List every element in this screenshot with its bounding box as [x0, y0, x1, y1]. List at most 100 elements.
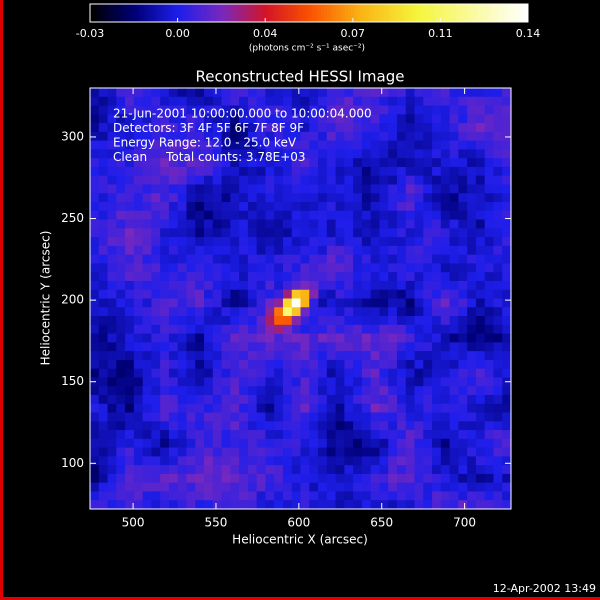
pixel — [335, 377, 345, 387]
pixel — [256, 254, 266, 264]
pixel — [168, 412, 179, 422]
pixel — [177, 175, 187, 185]
pixel — [361, 333, 372, 343]
pixel — [414, 149, 424, 159]
pixel — [335, 123, 345, 133]
pixel — [151, 386, 161, 396]
pixel — [423, 184, 433, 194]
pixel — [265, 465, 275, 475]
pixel — [344, 403, 354, 413]
pixel — [344, 158, 354, 168]
pixel — [212, 438, 222, 449]
pixel — [90, 324, 100, 334]
pixel — [247, 228, 258, 238]
pixel — [423, 175, 433, 185]
pixel — [353, 245, 363, 256]
pixel — [142, 96, 152, 106]
pixel — [90, 254, 100, 264]
pixel — [247, 245, 258, 256]
colorbar-label: (photons cm⁻² s⁻¹ asec⁻²) — [249, 44, 365, 54]
pixel — [353, 377, 363, 387]
pixel — [318, 386, 328, 396]
pixel — [405, 465, 415, 475]
pixel — [484, 438, 494, 449]
pixel — [370, 500, 380, 510]
pixel — [353, 386, 363, 396]
pixel — [221, 412, 231, 422]
colorbar-cell — [156, 4, 160, 22]
pixel — [160, 184, 170, 194]
pixel — [484, 412, 494, 422]
pixel — [405, 131, 415, 142]
plot-frame — [89, 87, 512, 510]
colorbar-cell — [117, 4, 121, 22]
pixel — [125, 202, 135, 212]
pixel — [151, 88, 161, 98]
pixel — [300, 298, 310, 308]
pixel — [475, 394, 486, 405]
pixel — [344, 96, 354, 106]
pixel — [177, 193, 187, 203]
pixel — [361, 412, 372, 422]
pixel — [274, 500, 284, 510]
pixel — [309, 421, 319, 431]
pixel — [186, 351, 196, 361]
pixel — [265, 123, 275, 133]
pixel — [388, 96, 398, 106]
pixel — [318, 237, 328, 247]
pixel — [388, 412, 398, 422]
pixel — [107, 184, 117, 194]
pixel — [247, 377, 258, 387]
pixel — [335, 456, 345, 466]
pixel — [230, 158, 240, 168]
pixel — [291, 430, 301, 440]
pixel — [116, 158, 126, 168]
pixel — [282, 166, 293, 177]
pixel — [414, 219, 424, 229]
pixel — [388, 421, 398, 431]
pixel — [326, 324, 336, 334]
pixel — [90, 175, 100, 185]
pixel — [423, 96, 433, 106]
colorbar-cell — [282, 4, 286, 22]
pixel — [256, 307, 266, 317]
pixel — [432, 438, 442, 449]
pixel — [230, 237, 240, 247]
pixel — [484, 237, 494, 247]
pixel — [142, 114, 152, 124]
colorbar-cell — [93, 4, 97, 22]
colorbar-cell — [177, 4, 181, 22]
pixel — [361, 377, 372, 387]
pixel — [291, 456, 301, 466]
pixel — [204, 394, 214, 405]
pixel — [449, 158, 459, 168]
pixel — [291, 377, 301, 387]
pixel — [291, 254, 301, 264]
pixel — [98, 333, 108, 343]
pixel — [168, 447, 179, 457]
pixel — [239, 394, 249, 405]
colorbar-cell — [501, 4, 505, 22]
pixel — [300, 368, 310, 378]
pixel — [221, 368, 231, 378]
pixel — [204, 254, 214, 264]
pixel — [326, 482, 336, 492]
pixel — [107, 193, 117, 203]
pixel — [204, 210, 214, 220]
colorbar-cell — [435, 4, 439, 22]
pixel — [396, 123, 407, 133]
pixel — [212, 394, 222, 405]
pixel — [361, 447, 372, 457]
pixel — [475, 272, 486, 282]
pixel — [142, 219, 152, 229]
pixel — [396, 324, 407, 334]
pixel — [239, 456, 249, 466]
pixel — [361, 158, 372, 168]
pixel — [116, 96, 126, 106]
pixel — [256, 140, 266, 150]
pixel — [370, 351, 380, 361]
pixel — [458, 447, 468, 457]
pixel — [475, 210, 486, 220]
pixel — [256, 412, 266, 422]
pixel — [239, 149, 249, 159]
